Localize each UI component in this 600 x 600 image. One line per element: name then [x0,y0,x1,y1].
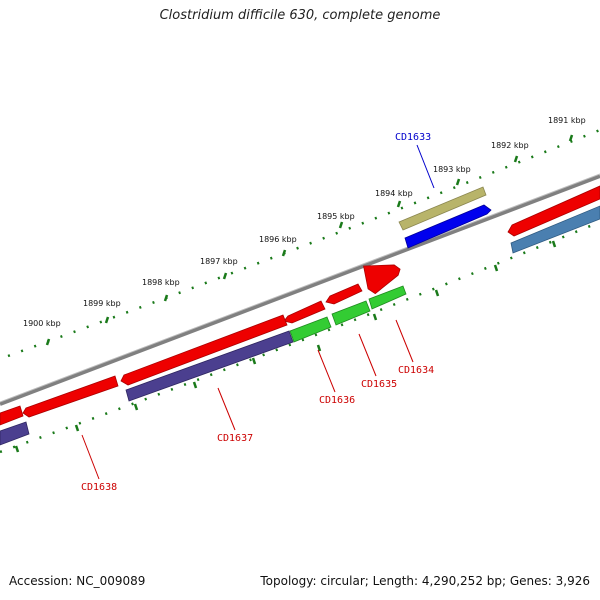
major-tick [568,134,574,142]
forward-genes [0,185,600,426]
kbp-labels: 1891 kbp 1892 kbp 1893 kbp 1894 kbp 1895… [23,116,586,328]
leader-cd1634 [395,319,414,363]
kbp-label: 1899 kbp [83,299,121,308]
gene-red-edge[interactable] [0,405,24,426]
major-tick [45,338,51,346]
leader-cd1635 [358,333,377,377]
leader-lines [81,144,435,480]
major-tick [74,424,80,432]
gene-red-right[interactable] [507,185,600,237]
gene-labels: CD1633 CD1634 CD1635 CD1636 CD1637 CD163… [81,132,434,493]
gene-cd1633-olive[interactable] [398,186,487,231]
major-tick [338,221,344,229]
gene-green-1[interactable] [368,285,407,310]
gene-steel[interactable] [510,205,600,254]
topology-summary: Topology: circular; Length: 4,290,252 bp… [260,574,590,588]
kbp-label: 1891 kbp [548,116,586,125]
gene-navy-long[interactable] [125,330,294,402]
gene-red-small-1[interactable] [360,254,405,295]
major-tick [396,200,402,208]
major-ticks-outer [45,134,574,346]
gene-label-cd1636[interactable]: CD1636 [319,395,355,406]
major-ticks-inner [14,240,557,453]
major-tick [551,240,557,248]
major-tick [104,316,110,324]
gene-label-cd1633[interactable]: CD1633 [395,132,431,143]
kbp-label: 1893 kbp [433,165,471,174]
major-tick [281,249,287,257]
kbp-label: 1900 kbp [23,319,61,328]
major-tick [372,313,378,321]
major-tick [316,344,322,352]
map-title: Clostridium difficile 630, complete geno… [159,8,441,23]
leader-cd1633 [416,144,435,189]
kbp-label: 1892 kbp [491,141,529,150]
major-tick [434,289,440,297]
major-tick [222,272,228,280]
major-tick [251,357,257,365]
leader-cd1638 [81,434,100,480]
accession-text: Accession: NC_009089 [9,574,146,588]
major-tick [133,403,139,411]
gene-label-cd1637[interactable]: CD1637 [217,433,253,444]
gene-green-2[interactable] [331,300,371,326]
major-tick [455,178,461,186]
kbp-label: 1898 kbp [142,278,180,287]
major-tick [14,445,20,453]
kbp-label: 1894 kbp [375,189,413,198]
gene-label-cd1635[interactable]: CD1635 [361,379,397,390]
leader-cd1637 [217,387,236,431]
reverse-genes [0,285,407,446]
leader-cd1636 [317,349,336,393]
gene-navy-left[interactable] [0,421,30,446]
gene-blue[interactable] [404,204,492,249]
kbp-label: 1895 kbp [317,212,355,221]
genome-backbone [0,174,600,406]
major-tick [192,381,198,389]
major-tick [513,155,519,163]
gene-red-long[interactable] [120,314,288,386]
kbp-label: 1896 kbp [259,235,297,244]
major-tick [493,264,499,272]
genome-backbone-highlight [0,173,600,403]
gene-label-cd1638[interactable]: CD1638 [81,482,117,493]
gene-red-left[interactable] [22,375,119,418]
gene-green-3[interactable] [289,316,332,343]
gene-label-cd1634[interactable]: CD1634 [398,365,434,376]
gene-red-small-2[interactable] [325,283,363,305]
major-tick [163,294,169,302]
kbp-label: 1897 kbp [200,257,238,266]
